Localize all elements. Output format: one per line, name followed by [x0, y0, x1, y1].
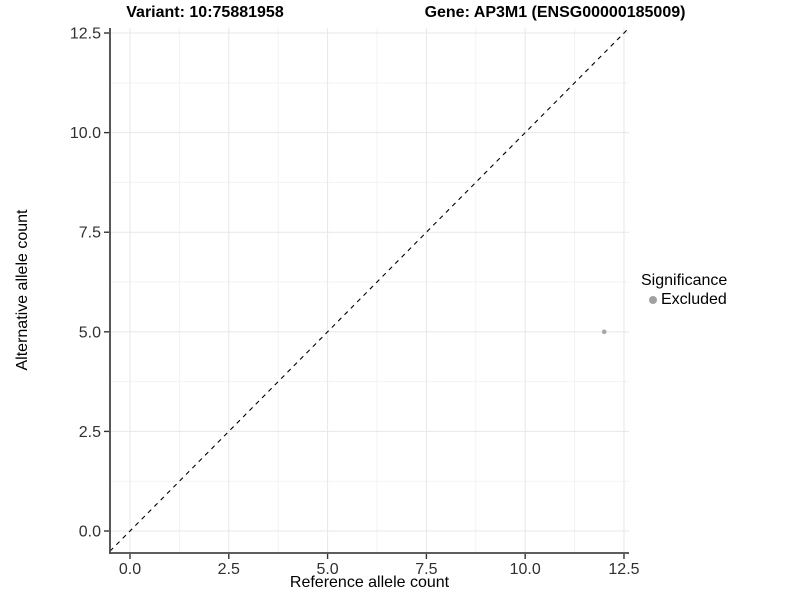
y-axis-title: Alternative allele count — [14, 209, 31, 371]
identity-reference-line — [109, 27, 630, 552]
legend-item-excluded: Excluded — [641, 291, 727, 309]
legend: Significance Excluded — [641, 272, 727, 309]
legend-title: Significance — [641, 272, 728, 289]
y-tick-label: 2.5 — [79, 424, 101, 441]
x-tick-label: 10.0 — [510, 561, 541, 578]
legend-item-label: Excluded — [661, 291, 727, 308]
x-axis-title: Reference allele count — [289, 574, 450, 591]
gene-title: Gene: AP3M1 (ENSG00000185009) — [424, 4, 686, 21]
x-tick-label: 2.5 — [218, 561, 240, 578]
x-tick-label: 12.5 — [608, 561, 639, 578]
x-tick-label: 0.0 — [119, 561, 141, 578]
legend-key-dot-icon — [649, 296, 657, 304]
variant-title: Variant: 10:75881958 — [126, 4, 284, 21]
x-tick-label: 7.5 — [415, 561, 437, 578]
y-tick-label: 7.5 — [79, 225, 101, 242]
y-tick-label: 10.0 — [70, 125, 101, 142]
y-tick-label: 5.0 — [79, 324, 101, 341]
data-point — [601, 329, 607, 335]
x-tick-label: 5.0 — [316, 561, 338, 578]
y-tick-label: 0.0 — [79, 524, 101, 541]
y-tick-label: 12.5 — [70, 26, 101, 43]
